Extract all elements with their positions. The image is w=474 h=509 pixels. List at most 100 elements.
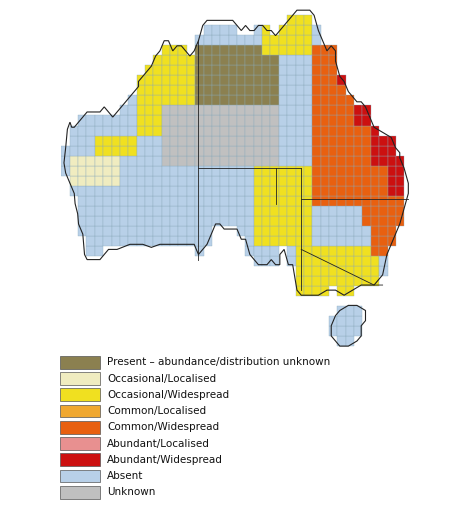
Bar — [320, 226, 329, 236]
Bar — [295, 226, 304, 236]
Bar — [346, 146, 354, 156]
Bar — [388, 206, 396, 216]
Bar — [396, 165, 404, 176]
Bar — [346, 216, 354, 226]
Bar — [246, 75, 254, 86]
Bar — [195, 156, 203, 165]
Bar — [237, 86, 246, 95]
Bar — [137, 206, 145, 216]
Bar — [179, 55, 187, 65]
Bar — [329, 216, 337, 226]
Bar — [304, 276, 312, 286]
Bar — [145, 95, 154, 105]
Bar — [354, 176, 363, 186]
Bar — [170, 65, 179, 75]
Bar — [371, 196, 379, 206]
Bar — [279, 186, 287, 196]
Bar — [271, 95, 279, 105]
Bar — [111, 216, 120, 226]
Bar — [329, 165, 337, 176]
Bar — [203, 226, 212, 236]
Bar — [312, 216, 320, 226]
Bar — [329, 236, 337, 246]
Bar — [195, 105, 203, 116]
Bar — [111, 226, 120, 236]
Bar — [271, 256, 279, 266]
Bar — [304, 126, 312, 135]
Bar — [287, 236, 295, 246]
Bar — [287, 95, 295, 105]
Bar — [254, 95, 262, 105]
Bar — [103, 186, 111, 196]
Bar — [195, 186, 203, 196]
Bar — [346, 135, 354, 146]
Bar — [329, 105, 337, 116]
Bar — [61, 469, 100, 483]
Bar — [287, 246, 295, 256]
Bar — [346, 186, 354, 196]
Bar — [86, 236, 95, 246]
Bar — [86, 206, 95, 216]
Bar — [287, 176, 295, 186]
Bar — [237, 156, 246, 165]
Bar — [162, 196, 170, 206]
Bar — [246, 246, 254, 256]
Bar — [312, 246, 320, 256]
Bar — [137, 116, 145, 126]
Bar — [304, 65, 312, 75]
Bar — [337, 105, 346, 116]
Bar — [212, 116, 220, 126]
Bar — [363, 126, 371, 135]
Bar — [179, 135, 187, 146]
Text: Occasional/Localised: Occasional/Localised — [107, 374, 216, 383]
Bar — [271, 236, 279, 246]
Bar — [154, 226, 162, 236]
Bar — [86, 146, 95, 156]
Bar — [304, 86, 312, 95]
Bar — [329, 65, 337, 75]
Bar — [295, 216, 304, 226]
Bar — [304, 186, 312, 196]
Bar — [187, 196, 195, 206]
Bar — [128, 236, 137, 246]
Bar — [329, 135, 337, 146]
Bar — [320, 135, 329, 146]
Bar — [170, 165, 179, 176]
Bar — [337, 306, 346, 316]
Bar — [154, 116, 162, 126]
Bar — [271, 35, 279, 45]
Bar — [86, 165, 95, 176]
Bar — [179, 105, 187, 116]
Bar — [346, 105, 354, 116]
Bar — [329, 116, 337, 126]
Bar — [262, 65, 271, 75]
Bar — [95, 165, 103, 176]
Bar — [329, 146, 337, 156]
Bar — [295, 45, 304, 55]
Bar — [145, 176, 154, 186]
Bar — [103, 236, 111, 246]
Bar — [195, 86, 203, 95]
Bar — [162, 146, 170, 156]
Bar — [145, 86, 154, 95]
Bar — [379, 236, 388, 246]
Bar — [346, 286, 354, 296]
Text: Common/Localised: Common/Localised — [107, 406, 206, 416]
Bar — [103, 176, 111, 186]
Bar — [279, 55, 287, 65]
Bar — [203, 146, 212, 156]
Bar — [154, 146, 162, 156]
Bar — [363, 146, 371, 156]
Bar — [254, 135, 262, 146]
Bar — [179, 176, 187, 186]
Bar — [179, 165, 187, 176]
Bar — [371, 146, 379, 156]
Bar — [203, 165, 212, 176]
Bar — [203, 236, 212, 246]
Bar — [95, 246, 103, 256]
Bar — [371, 135, 379, 146]
Bar — [329, 156, 337, 165]
Bar — [295, 55, 304, 65]
Bar — [271, 156, 279, 165]
Bar — [304, 286, 312, 296]
